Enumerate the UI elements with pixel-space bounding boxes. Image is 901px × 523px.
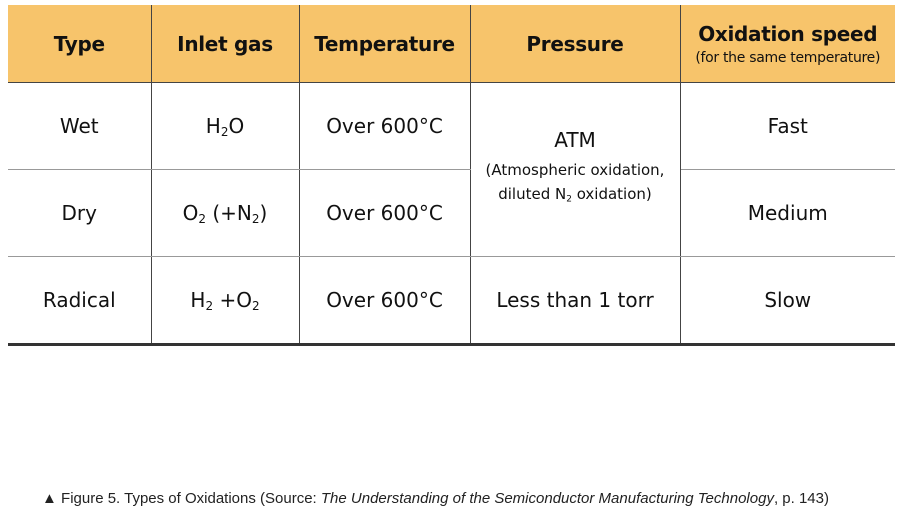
formula-part: +O (213, 287, 252, 312)
header-cell: Inlet gas (150, 5, 300, 83)
formula-part: H (190, 287, 206, 312)
formula-subscript: 2 (251, 211, 260, 226)
caption-marker: ▲ (42, 490, 57, 507)
speed-cell: Medium (679, 169, 895, 257)
gas-cell: H2 +O2 (150, 256, 300, 346)
formula-subscript: 2 (251, 298, 260, 313)
formula-part: H (205, 113, 221, 138)
formula-subscript: 2 (220, 124, 229, 139)
note-subscript: 2 (566, 194, 572, 205)
table-row: Dry O2 (+N2) Over 600°C Medium (8, 169, 895, 257)
table-body: Wet H2O Over 600°C ATM (Atmospheric oxid… (8, 82, 895, 346)
formula-subscript: 2 (205, 298, 214, 313)
pressure-main: ATM (554, 127, 596, 152)
header-cell: Type (8, 5, 152, 83)
speed-cell: Slow (679, 256, 895, 346)
pressure-cell: ATM (Atmospheric oxidation, diluted N2 o… (469, 82, 681, 257)
caption-text: Figure 5. Types of Oxidations (Source: (61, 490, 321, 507)
pressure-cell: Less than 1 torr (469, 256, 681, 346)
table-row: Radical H2 +O2 Over 600°C Less than 1 to… (8, 256, 895, 346)
temperature-cell: Over 600°C (298, 82, 471, 170)
gas-cell: O2 (+N2) (150, 169, 300, 257)
pressure-note: diluted N2 oxidation) (471, 182, 680, 211)
formula-part: (+N (206, 200, 252, 225)
header-title: Oxidation speed (698, 21, 878, 46)
table-row: Wet H2O Over 600°C ATM (Atmospheric oxid… (8, 82, 895, 257)
temperature-cell: Over 600°C (298, 169, 471, 257)
formula-part: O (228, 113, 245, 138)
note-part: oxidation) (571, 184, 652, 203)
header-row: Type Inlet gas Temperature Pressure Oxid… (8, 5, 895, 83)
type-cell: Dry (8, 169, 152, 257)
formula-part: ) (259, 200, 268, 225)
formula-subscript: 2 (198, 211, 207, 226)
gas-cell: H2O (150, 82, 300, 170)
caption-source-title: The Understanding of the Semiconductor M… (320, 490, 774, 507)
header-cell: Temperature (298, 5, 471, 83)
table-header: Type Inlet gas Temperature Pressure Oxid… (8, 5, 895, 83)
type-cell: Radical (8, 256, 152, 346)
pressure-note: (Atmospheric oxidation, (485, 160, 665, 179)
header-note: (for the same temperature) (695, 49, 881, 66)
formula-part: O (182, 200, 199, 225)
caption-text: , p. 143) (773, 490, 829, 507)
note-part: diluted N (498, 184, 567, 203)
speed-cell: Fast (679, 82, 895, 170)
oxidation-table: Type Inlet gas Temperature Pressure Oxid… (8, 5, 895, 346)
figure-caption: ▲ Figure 5. Types of Oxidations (Source:… (42, 490, 829, 507)
temperature-cell: Over 600°C (298, 256, 471, 346)
header-cell: Pressure (469, 5, 681, 83)
type-cell: Wet (8, 82, 152, 170)
header-cell: Oxidation speed (for the same temperature… (679, 5, 895, 83)
